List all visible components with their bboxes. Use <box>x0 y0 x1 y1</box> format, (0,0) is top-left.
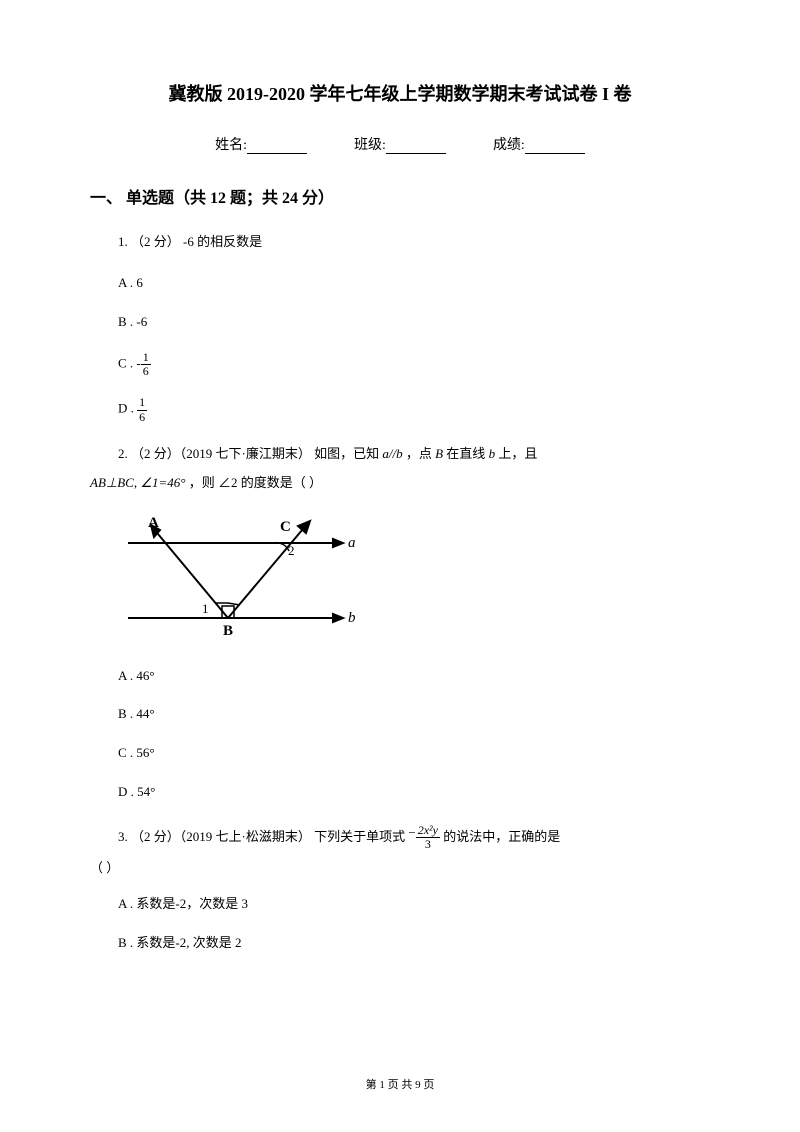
score-label: 成绩: <box>493 138 525 153</box>
q1-option-d: D . 16 <box>118 396 710 423</box>
q1-options: A . 6 B . -6 C . -16 D . 16 <box>90 273 710 423</box>
q1-c-num: 1 <box>141 351 151 365</box>
q3-options: A . 系数是-2，次数是 3 B . 系数是-2, 次数是 2 <box>90 894 710 954</box>
q2-option-d: D . 54° <box>118 782 710 803</box>
q3-option-a: A . 系数是-2，次数是 3 <box>118 894 710 915</box>
q3-den: 3 <box>416 838 440 851</box>
diagram-label-line-b: b <box>348 610 356 626</box>
q1-d-frac: 16 <box>137 396 147 423</box>
q2-t2: ，点 <box>403 446 436 461</box>
q3-stem: 3. （2 分）（2019 七上·松滋期末） 下列关于单项式 −2x²y3 的说… <box>90 821 710 852</box>
diagram-label-1: 1 <box>202 601 209 616</box>
q1-c-prefix: C . <box>118 356 136 371</box>
q3-option-b: B . 系数是-2, 次数是 2 <box>118 933 710 954</box>
name-blank <box>247 138 307 154</box>
question-3: 3. （2 分）（2019 七上·松滋期末） 下列关于单项式 −2x²y3 的说… <box>90 821 710 852</box>
q1-d-prefix: D . <box>118 401 137 416</box>
diagram-label-line-a: a <box>348 535 356 551</box>
q2-options: A . 46° B . 44° C . 56° D . 54° <box>90 666 710 803</box>
page-footer: 第 1 页 共 9 页 <box>0 1076 800 1092</box>
q2-t5: ，则 ∠2 的度数是（ ） <box>185 475 322 490</box>
class-blank <box>386 138 446 154</box>
info-row: 姓名: 班级: 成绩: <box>90 134 710 154</box>
diagram-label-c: C <box>280 519 291 535</box>
question-1: 1. （2 分） -6 的相反数是 <box>90 230 710 253</box>
class-label: 班级: <box>354 138 386 153</box>
diagram-label-b: B <box>223 623 233 639</box>
q3-t1: 3. （2 分）（2019 七上·松滋期末） 下列关于单项式 <box>118 829 408 844</box>
q3-num: 2x²y <box>416 824 440 838</box>
q2-abbc: AB⊥BC <box>90 475 134 490</box>
q1-c-frac: 16 <box>141 351 151 378</box>
section-heading: 一、 单选题（共 12 题；共 24 分） <box>90 184 710 208</box>
q1-d-den: 6 <box>137 411 147 424</box>
q3-frac: 2x²y3 <box>416 824 440 851</box>
q3-stem-line2: （ ） <box>90 857 710 876</box>
q1-c-den: 6 <box>141 365 151 378</box>
q2-t3: 在直线 <box>443 446 489 461</box>
q2-stem-line2: AB⊥BC, ∠1=46° ，则 ∠2 的度数是（ ） <box>90 471 710 494</box>
q1-option-c: C . -16 <box>118 351 710 378</box>
name-label: 姓名: <box>215 138 247 153</box>
score-blank <box>525 138 585 154</box>
q2-ab: a//b <box>382 446 402 461</box>
q1-stem: 1. （2 分） -6 的相反数是 <box>90 230 710 253</box>
q1-option-b: B . -6 <box>118 312 710 333</box>
q1-option-a: A . 6 <box>118 273 710 294</box>
diagram-label-2: 2 <box>288 543 295 558</box>
q2-option-c: C . 56° <box>118 743 710 764</box>
q2-stem-line1: 2. （2 分）（2019 七下·廉江期末） 如图，已知 a//b ，点 B 在… <box>90 442 710 465</box>
page-title: 冀教版 2019-2020 学年七年级上学期数学期末考试试卷 I 卷 <box>90 80 710 106</box>
q2-t4: 上，且 <box>495 446 537 461</box>
q1-d-num: 1 <box>137 396 147 410</box>
diagram-label-a: A <box>148 515 159 531</box>
q2-ang1: , ∠1=46° <box>134 475 186 490</box>
q3-neg: − <box>408 825 415 840</box>
q2-diagram: A C a b B 1 2 <box>118 513 358 643</box>
q2-option-a: A . 46° <box>118 666 710 687</box>
q2-bigb: B <box>435 446 443 461</box>
q2-t1: 2. （2 分）（2019 七下·廉江期末） 如图，已知 <box>118 446 382 461</box>
question-2: 2. （2 分）（2019 七下·廉江期末） 如图，已知 a//b ，点 B 在… <box>90 442 710 465</box>
q3-t2: 的说法中，正确的是 <box>443 829 560 844</box>
q2-option-b: B . 44° <box>118 704 710 725</box>
